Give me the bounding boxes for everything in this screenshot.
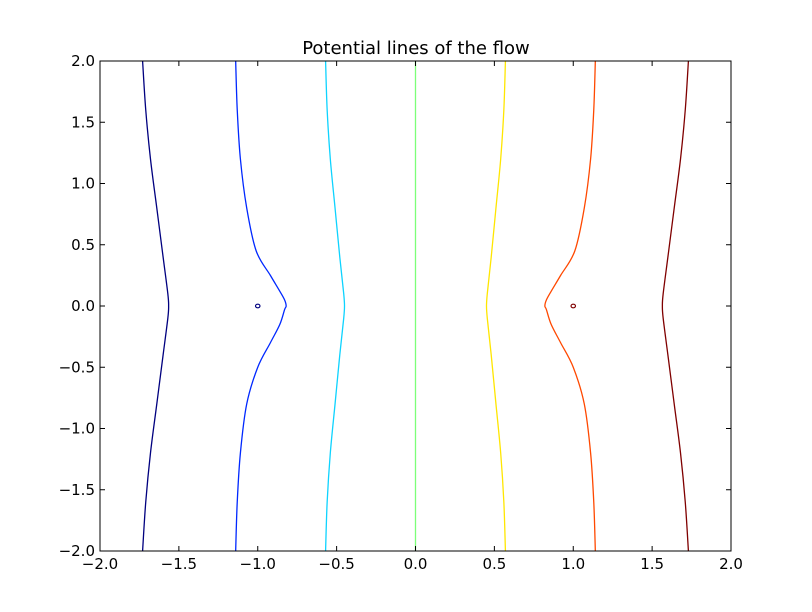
x-tick-label: 0.0 [404,555,428,573]
singular-point-marker-2 [570,303,577,309]
y-tick-label: 1.5 [71,113,95,131]
x-tick-label: 0.5 [482,555,506,573]
y-tick-label: 2.0 [71,52,95,70]
y-tick-label: 0.5 [71,236,95,254]
x-tick-label: −0.5 [318,555,354,573]
x-tick-label: 2.0 [719,555,743,573]
x-tick-label: −1.0 [240,555,276,573]
contour-line-6 [544,60,596,552]
plot-area [141,60,690,552]
y-tick-label: −2.0 [59,542,95,560]
contour-line-2 [235,60,287,552]
contour-line-1 [141,60,170,552]
y-tick-label: −0.5 [59,358,95,376]
axis-ticks: −2.0 −1.5 −1.0 −0.5 0.0 0.5 1.0 1.5 2.0 −2.0 −1.5 −… [59,52,743,573]
chart-title: Potential lines of the flow [302,38,530,59]
x-tick-label: −1.5 [161,555,197,573]
contour-line-7 [661,60,690,552]
y-tick-label: −1.5 [59,481,95,499]
x-tick-label: 1.5 [640,555,664,573]
y-tick-label: 1.0 [71,175,95,193]
x-tick-label: −2.0 [82,555,118,573]
x-tick-label: 1.0 [561,555,585,573]
y-tick-label: 0.0 [71,297,95,315]
contour-line-5 [485,60,507,552]
singular-point-marker-1 [254,303,261,309]
contour-line-3 [324,60,346,552]
y-tick-label: −1.0 [59,420,95,438]
